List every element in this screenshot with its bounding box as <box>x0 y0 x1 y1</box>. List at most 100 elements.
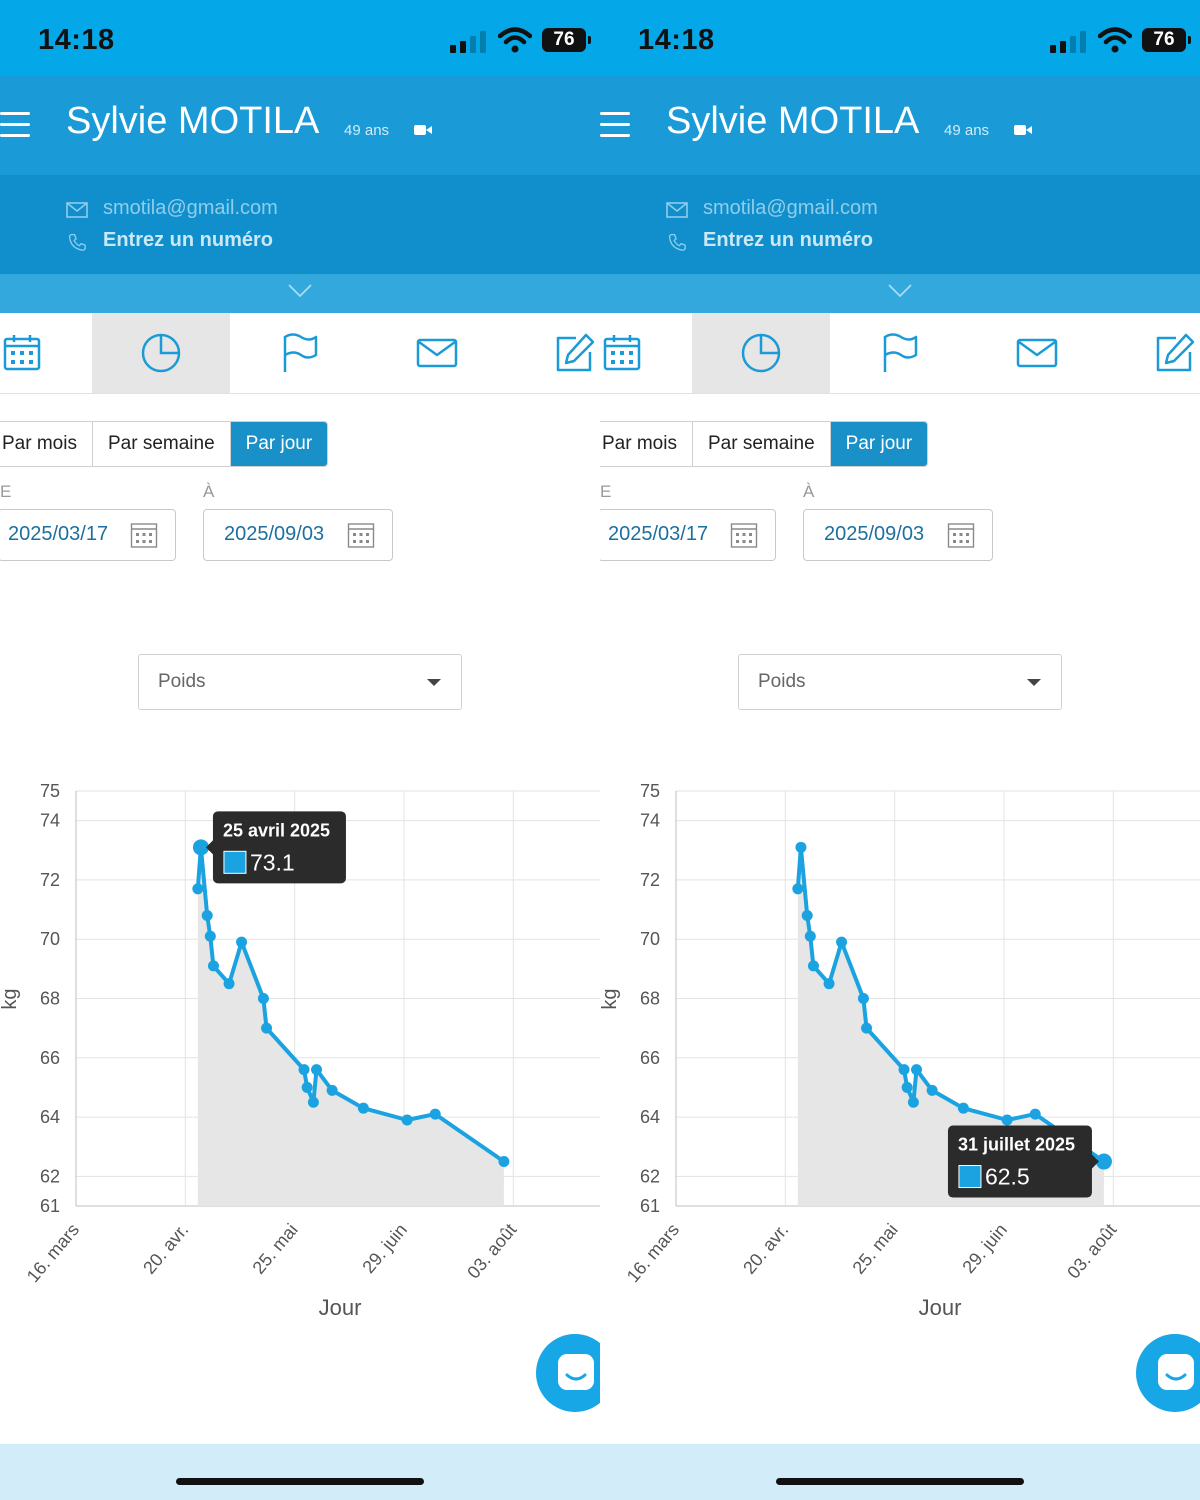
tooltip-swatch <box>958 1165 982 1189</box>
tab-notes[interactable] <box>1106 313 1200 393</box>
x-tick-label: 16. mars <box>623 1220 683 1287</box>
menu-icon[interactable] <box>0 112 30 138</box>
y-tick-label: 68 <box>40 989 60 1009</box>
data-point[interactable] <box>498 1156 510 1168</box>
from-date-field[interactable]: 2025/03/17 <box>0 509 176 561</box>
data-point[interactable] <box>907 1096 919 1108</box>
y-axis-title: kg <box>600 988 621 1009</box>
metric-select[interactable]: Poids <box>738 654 1062 710</box>
calendar-icon[interactable] <box>347 521 375 549</box>
period-by-week[interactable]: Par semaine <box>692 422 831 466</box>
tab-calendar[interactable] <box>600 313 691 393</box>
x-tick-label: 03. août <box>1063 1220 1120 1283</box>
metric-select-value: Poids <box>758 671 806 692</box>
tab-goals[interactable] <box>830 313 968 393</box>
data-point[interactable] <box>326 1084 338 1096</box>
data-point[interactable] <box>861 1022 873 1034</box>
data-point[interactable] <box>301 1081 313 1093</box>
data-point[interactable] <box>207 960 219 972</box>
data-point[interactable] <box>401 1114 413 1126</box>
tab-statistics[interactable] <box>92 313 230 393</box>
data-point[interactable] <box>898 1064 910 1076</box>
data-point[interactable] <box>192 839 209 856</box>
status-time: 14:18 <box>638 24 715 56</box>
expand-header-bar[interactable] <box>0 274 600 313</box>
chevron-down-icon <box>288 284 312 298</box>
status-time: 14:18 <box>38 24 115 56</box>
data-point[interactable] <box>192 883 204 895</box>
tab-goals[interactable] <box>230 313 368 393</box>
chat-icon <box>558 1354 594 1390</box>
period-by-month[interactable]: Par mois <box>0 422 93 466</box>
tab-messages[interactable] <box>368 313 506 393</box>
x-tick-label: 20. avr. <box>139 1220 192 1278</box>
data-point[interactable] <box>911 1064 923 1076</box>
data-point[interactable] <box>901 1081 913 1093</box>
data-point[interactable] <box>261 1022 273 1034</box>
patient-header: Sylvie MOTILA 49 ans <box>600 76 1200 175</box>
menu-icon[interactable] <box>600 112 630 138</box>
to-date-field[interactable]: 2025/09/03 <box>803 509 993 561</box>
from-date-field[interactable]: 2025/03/17 <box>600 509 776 561</box>
data-point[interactable] <box>298 1064 310 1076</box>
period-by-week[interactable]: Par semaine <box>92 422 231 466</box>
tab-calendar[interactable] <box>0 313 91 393</box>
to-date-label: À <box>803 482 815 501</box>
data-point[interactable] <box>257 993 269 1004</box>
data-point[interactable] <box>429 1108 441 1120</box>
patient-age: 49 ans <box>944 122 990 139</box>
tab-messages[interactable] <box>968 313 1106 393</box>
data-point[interactable] <box>201 910 213 921</box>
calendar-icon <box>3 335 41 371</box>
cellular-signal-icon <box>450 29 492 53</box>
data-point[interactable] <box>836 936 848 948</box>
data-point[interactable] <box>792 883 804 895</box>
data-point[interactable] <box>311 1064 323 1076</box>
tab-statistics[interactable] <box>692 313 830 393</box>
to-date-value: 2025/09/03 <box>224 523 325 545</box>
data-point[interactable] <box>1001 1114 1013 1126</box>
mail-icon <box>416 338 458 368</box>
data-point[interactable] <box>1095 1153 1112 1170</box>
tooltip-date: 31 juillet 2025 <box>958 1135 1075 1155</box>
y-tick-label: 72 <box>40 870 60 890</box>
data-point[interactable] <box>801 910 813 921</box>
chat-button[interactable] <box>536 1334 600 1412</box>
period-by-day[interactable]: Par jour <box>230 422 328 466</box>
flag-icon <box>283 333 318 372</box>
data-point[interactable] <box>926 1084 938 1096</box>
data-point[interactable] <box>223 978 235 990</box>
data-point[interactable] <box>957 1102 969 1114</box>
calendar-icon[interactable] <box>730 521 758 549</box>
contact-panel: smotila@gmail.com Entrez un numéro <box>0 175 600 274</box>
data-point[interactable] <box>857 993 869 1004</box>
calendar-icon[interactable] <box>130 521 158 549</box>
data-point[interactable] <box>204 930 216 942</box>
phone-placeholder: Entrez un numéro <box>703 229 874 251</box>
data-point[interactable] <box>807 960 819 972</box>
data-point[interactable] <box>236 936 248 948</box>
y-tick-label: 62 <box>640 1166 660 1186</box>
calendar-icon[interactable] <box>947 521 975 549</box>
data-point[interactable] <box>795 841 807 853</box>
home-indicator <box>176 1478 424 1485</box>
period-by-day[interactable]: Par jour <box>830 422 928 466</box>
period-by-month[interactable]: Par mois <box>600 422 693 466</box>
pie-chart-icon <box>741 333 781 373</box>
tab-notes[interactable] <box>506 313 600 393</box>
data-point[interactable] <box>307 1096 319 1108</box>
y-tick-label: 61 <box>640 1196 660 1216</box>
video-call-icon[interactable] <box>1014 123 1032 137</box>
phone-placeholder: Entrez un numéro <box>103 229 274 251</box>
chat-button[interactable] <box>1136 1334 1200 1412</box>
data-point[interactable] <box>804 930 816 942</box>
to-date-field[interactable]: 2025/09/03 <box>203 509 393 561</box>
series-area <box>197 847 504 1206</box>
video-call-icon[interactable] <box>414 123 432 137</box>
data-point[interactable] <box>823 978 835 990</box>
data-point[interactable] <box>1029 1108 1041 1120</box>
expand-header-bar[interactable] <box>600 274 1200 313</box>
data-point[interactable] <box>357 1102 369 1114</box>
section-tabs <box>600 313 1200 394</box>
metric-select[interactable]: Poids <box>138 654 462 710</box>
